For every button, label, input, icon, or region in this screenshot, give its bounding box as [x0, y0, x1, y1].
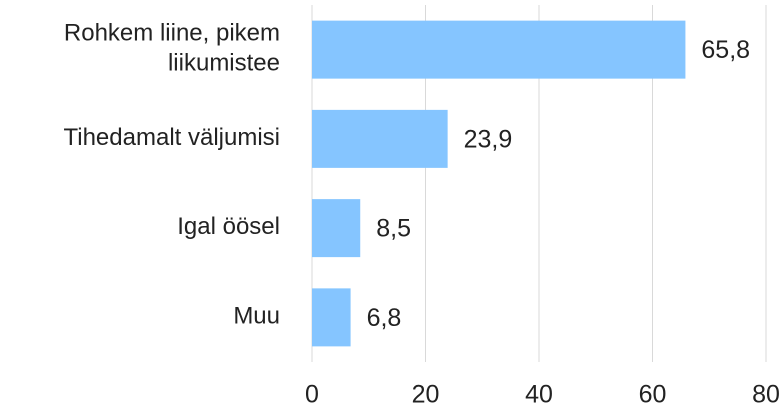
y-tick-label: Rohkem liine, pikem liikumistee: [64, 20, 280, 77]
label-line: liikumistee: [168, 50, 280, 77]
data-label: 23,9: [464, 125, 513, 153]
x-tick-label: 40: [525, 381, 553, 409]
y-tick-label: Igal öösel: [177, 213, 280, 240]
data-label: 8,5: [376, 215, 411, 243]
data-label: 6,8: [367, 304, 402, 332]
x-tick-label: 0: [305, 381, 319, 409]
y-tick-label: Muu: [233, 303, 280, 330]
y-tick-label: Tihedamalt väljumisi: [63, 124, 280, 151]
x-tick-label: 60: [639, 381, 667, 409]
bar: [312, 109, 448, 168]
bar: [312, 288, 351, 347]
data-label: 65,8: [701, 36, 750, 64]
label-line: Igal öösel: [177, 213, 280, 240]
bar: [312, 20, 686, 79]
label-line: Muu: [233, 303, 280, 330]
x-tick-label: 20: [412, 381, 440, 409]
bar: [312, 199, 361, 258]
label-line: Tihedamalt väljumisi: [63, 124, 280, 151]
x-tick-label: 80: [752, 381, 780, 409]
label-line: Rohkem liine, pikem: [64, 20, 280, 47]
